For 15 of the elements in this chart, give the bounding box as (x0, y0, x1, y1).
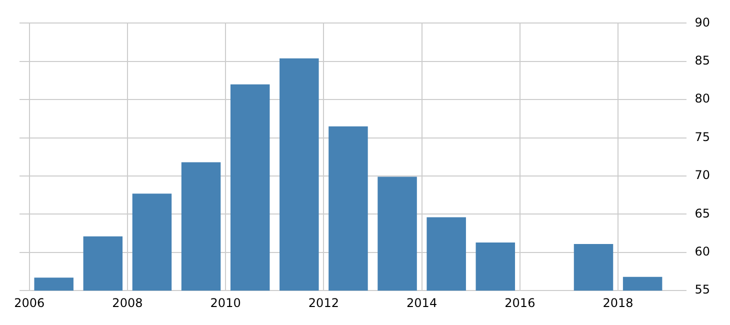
y-tick-label: 75 (694, 130, 710, 144)
y-tick-label: 60 (694, 244, 710, 259)
y-tick-label: 90 (694, 15, 710, 30)
x-tick-label: 2006 (14, 296, 45, 310)
x-tick-label: 2016 (504, 296, 536, 310)
x-tick-label: 2012 (308, 296, 339, 310)
x-tick-label: 2018 (602, 296, 634, 310)
y-tick-label: 85 (694, 54, 710, 68)
y-tick-label: 55 (694, 282, 710, 297)
x-tick-label: 2008 (112, 296, 143, 310)
y-tick-label: 65 (694, 206, 710, 220)
y-tick-label: 80 (694, 92, 710, 106)
x-tick-label: 2014 (406, 296, 438, 310)
y-tick-label: 70 (694, 168, 710, 182)
x-tick-label: 2010 (210, 296, 241, 310)
